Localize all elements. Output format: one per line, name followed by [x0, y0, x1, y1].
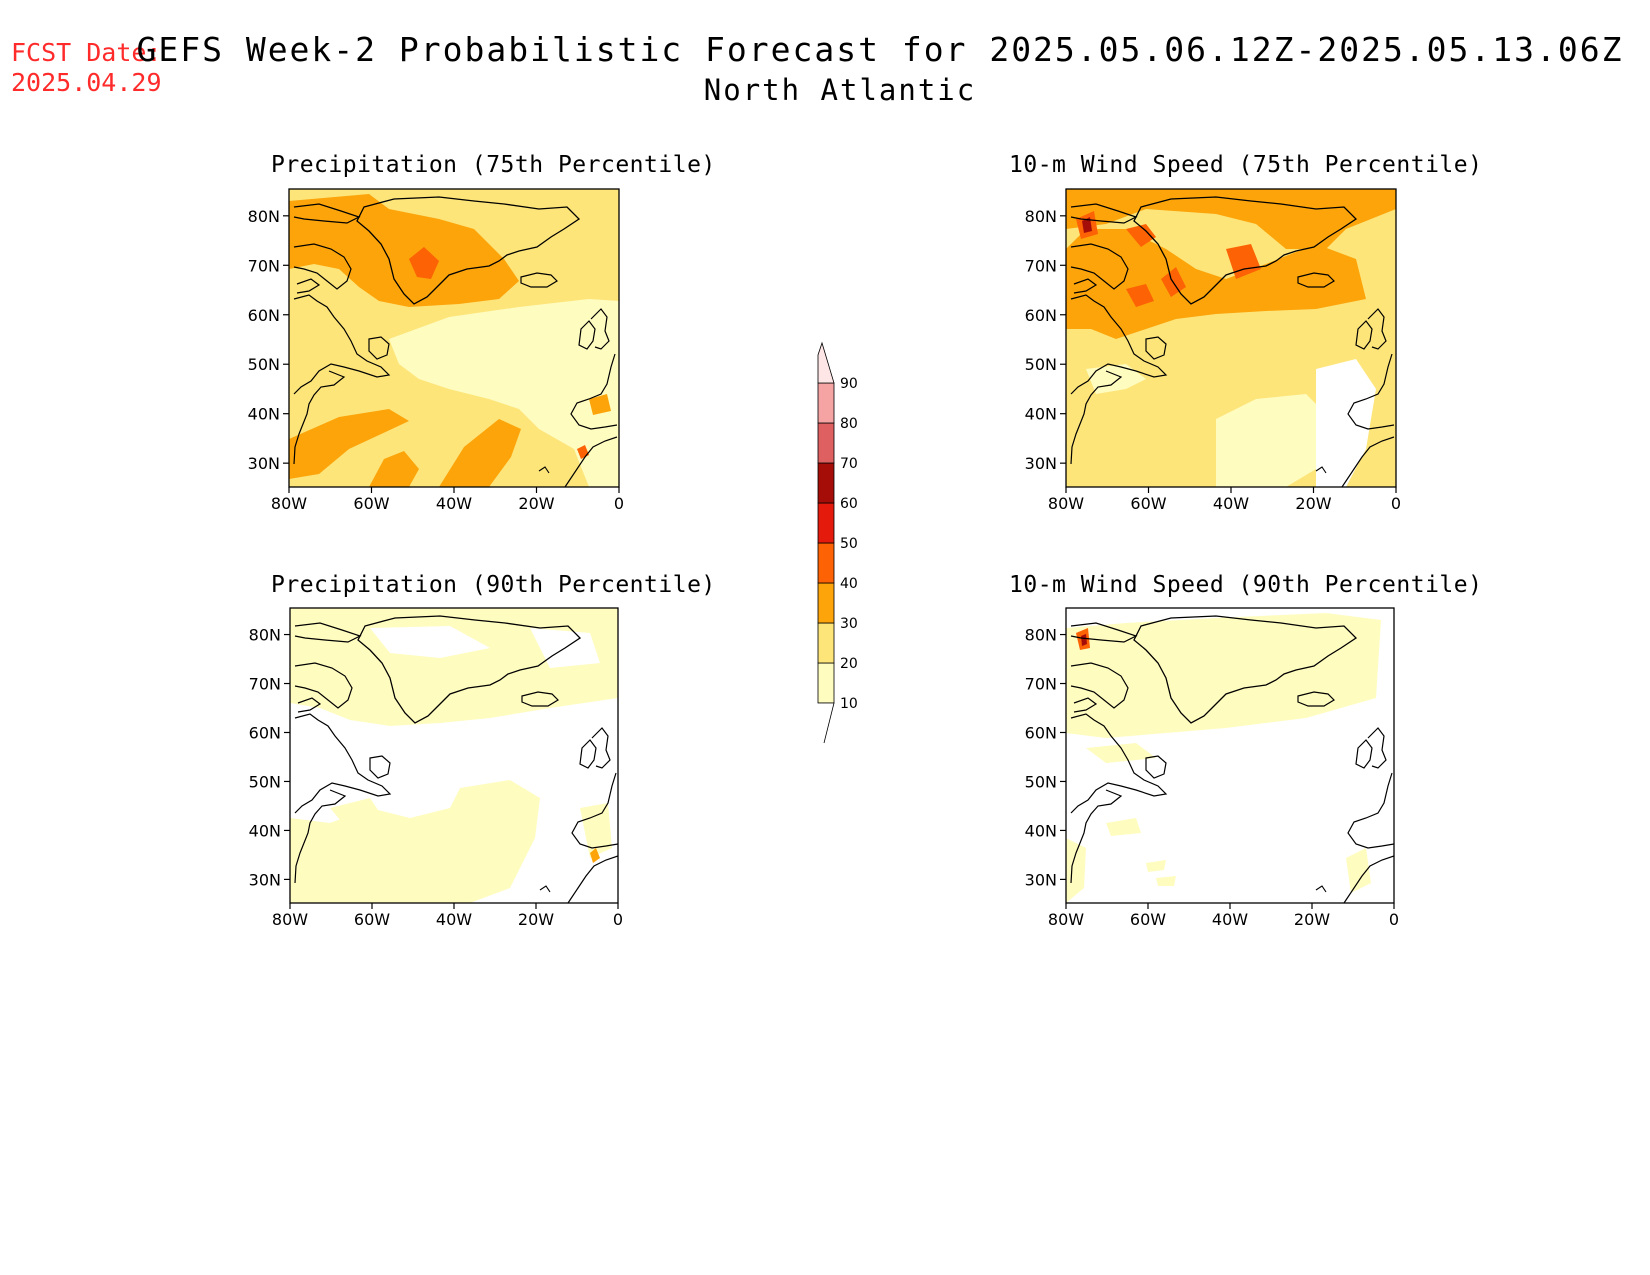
lon-tick-label: 80W — [1048, 910, 1084, 929]
lat-tick-label: 40N — [248, 405, 280, 424]
lon-tick-label: 20W — [518, 494, 554, 513]
lat-tick-label: 70N — [1025, 256, 1057, 275]
lat-tick-label: 30N — [1025, 454, 1057, 473]
colorbar-label: 90 — [840, 376, 858, 392]
axes-layer: 80N 70N 60N 50N 40N 30N 80W 60W 40W 20W 0 80N 70N 60N… — [248, 207, 1401, 929]
axes-precip90: 80N 70N 60N 50N 40N 30N 80W 60W 40W 20W 0 — [249, 626, 623, 929]
lon-tick-label: 40W — [1212, 910, 1248, 929]
lat-tick-label: 70N — [248, 256, 280, 275]
axes-precip75: 80N 70N 60N 50N 40N 30N 80W 60W 40W 20W 0 — [248, 207, 624, 513]
lon-tick-label: 20W — [1294, 910, 1330, 929]
colorbar-label: 10 — [840, 696, 858, 712]
lon-tick-label: 40W — [436, 910, 472, 929]
lon-tick-label: 80W — [271, 494, 307, 513]
colorbar-swatch — [817, 622, 835, 664]
panel-title-wind90: 10-m Wind Speed (90th Percentile) — [1009, 572, 1483, 598]
lon-tick-label: 60W — [353, 494, 389, 513]
lat-tick-label: 50N — [248, 355, 280, 374]
axes-wind75: 80N 70N 60N 50N 40N 30N 80W 60W 40W 20W 0 — [1025, 207, 1401, 513]
colorbar-swatch — [817, 462, 835, 504]
map-wind90 — [1065, 607, 1395, 904]
lat-tick-label: 30N — [248, 454, 280, 473]
lon-tick-label: 40W — [1213, 494, 1249, 513]
lat-tick-label: 60N — [248, 306, 280, 325]
lon-tick-label: 80W — [272, 910, 308, 929]
axes-wind90: 80N 70N 60N 50N 40N 30N 80W 60W 40W 20W 0 — [1025, 626, 1399, 929]
colorbar-label: 60 — [840, 496, 858, 512]
lat-tick-label: 30N — [249, 870, 281, 889]
colorbar-label: 40 — [840, 576, 858, 592]
map-precip75 — [288, 188, 620, 488]
colorbar-swatch — [817, 662, 835, 704]
forecast-date-label: FCST Date: — [11, 38, 162, 67]
colorbar-label: 20 — [840, 656, 858, 672]
colorbar-swatch — [817, 502, 835, 544]
lon-tick-label: 20W — [518, 910, 554, 929]
figure-title-block: GEFS Week-2 Probabilistic Forecast for 2… — [0, 30, 1650, 107]
lon-tick-label: 0 — [613, 910, 623, 929]
lat-tick-label: 50N — [1025, 355, 1057, 374]
panel-title-precip90: Precipitation (90th Percentile) — [271, 572, 716, 598]
colorbar-swatch — [817, 422, 835, 464]
lat-tick-label: 60N — [1025, 723, 1057, 742]
lon-tick-label: 60W — [1130, 494, 1166, 513]
lat-tick-label: 80N — [249, 626, 281, 645]
map-wind75 — [1065, 188, 1397, 488]
lon-tick-label: 40W — [436, 494, 472, 513]
lon-tick-label: 60W — [1130, 910, 1166, 929]
colorbar-swatch — [817, 382, 835, 424]
colorbar-swatch — [817, 582, 835, 624]
figure-title: GEFS Week-2 Probabilistic Forecast for 2… — [136, 30, 1624, 69]
colorbar-label: 50 — [840, 536, 858, 552]
lon-tick-label: 20W — [1295, 494, 1331, 513]
lon-tick-label: 0 — [1389, 910, 1399, 929]
lat-tick-label: 30N — [1025, 870, 1057, 889]
lat-tick-label: 40N — [249, 821, 281, 840]
lat-tick-label: 50N — [1025, 772, 1057, 791]
forecast-date-block: FCST Date: 2025.04.29 — [11, 38, 162, 98]
lat-tick-label: 70N — [1025, 675, 1057, 694]
colorbar-swatch — [817, 542, 835, 584]
lat-tick-label: 80N — [1025, 207, 1057, 226]
colorbar-lower-extension — [818, 702, 835, 744]
lon-tick-label: 80W — [1048, 494, 1084, 513]
forecast-date-value: 2025.04.29 — [11, 68, 162, 97]
colorbar-label: 70 — [840, 456, 858, 472]
map-precip90 — [289, 607, 619, 904]
lon-tick-label: 0 — [614, 494, 624, 513]
lat-tick-label: 40N — [1025, 405, 1057, 424]
colorbar-swatch — [817, 341, 835, 384]
lat-tick-label: 40N — [1025, 821, 1057, 840]
colorbar: 10 20 30 40 50 60 70 80 90 — [817, 341, 858, 744]
lat-tick-label: 70N — [249, 675, 281, 694]
lat-tick-label: 60N — [1025, 306, 1057, 325]
lat-tick-label: 50N — [249, 772, 281, 791]
lon-tick-label: 0 — [1391, 494, 1401, 513]
lon-tick-label: 60W — [354, 910, 390, 929]
lat-tick-label: 80N — [1025, 626, 1057, 645]
panel-title-precip75: Precipitation (75th Percentile) — [271, 152, 716, 178]
panel-title-wind75: 10-m Wind Speed (75th Percentile) — [1009, 152, 1483, 178]
lat-tick-label: 60N — [249, 723, 281, 742]
colorbar-label: 80 — [840, 416, 858, 432]
region-subtitle: North Atlantic — [703, 73, 977, 107]
lat-tick-label: 80N — [248, 207, 280, 226]
colorbar-label: 30 — [840, 616, 858, 632]
